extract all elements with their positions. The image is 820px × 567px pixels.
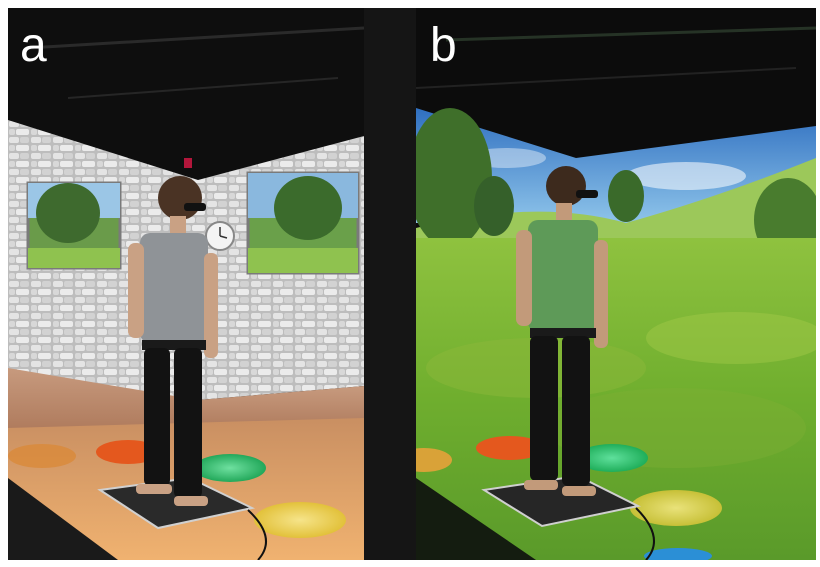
scene-open-meadow <box>416 8 816 560</box>
panel-label-a: a <box>20 19 47 72</box>
scene-room-stone-walls <box>8 8 364 560</box>
panel-divider <box>364 8 416 560</box>
panel-a: a <box>8 8 364 560</box>
panel-b: b <box>416 8 816 560</box>
panel-label-b: b <box>430 19 457 72</box>
